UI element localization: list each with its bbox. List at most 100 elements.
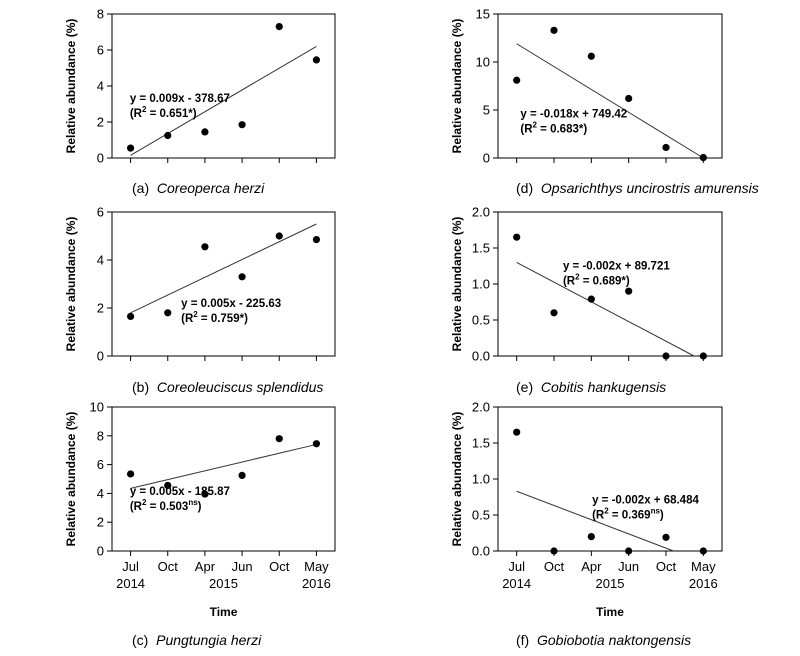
- y-tick-label: 15: [476, 7, 490, 22]
- x-tick-label-month: Oct: [544, 559, 565, 574]
- data-point: [312, 236, 321, 244]
- caption-species: Coreoperca herzi: [157, 180, 265, 196]
- y-tick-label: 0: [483, 151, 490, 166]
- r2-significance: ns: [651, 506, 661, 515]
- r2-end: ): [198, 501, 202, 513]
- data-point: [126, 144, 135, 152]
- y-tick-label: 0.5: [472, 508, 490, 523]
- r2-superscript: 2: [575, 273, 580, 282]
- r-squared: (R2 = 0.759*): [181, 310, 248, 325]
- y-tick-label: 1.0: [472, 277, 490, 292]
- panel-d: 0 5 10 15 Relative abundance (%) y = -0.018x …: [450, 7, 759, 197]
- data-point: [662, 143, 670, 152]
- r2-superscript: 2: [193, 310, 198, 319]
- x-tick-label-month: Oct: [158, 559, 179, 574]
- data-point: [201, 243, 209, 251]
- regression-line: [130, 443, 317, 489]
- y-tick-label: 0.5: [472, 313, 490, 328]
- r-squared: (R2 = 0.689*): [563, 273, 630, 288]
- y-tick-label: 4: [97, 253, 104, 268]
- x-tick-label-month: May: [304, 559, 329, 574]
- y-tick-label: 1.5: [472, 241, 490, 256]
- y-axis-label: Relative abundance (%): [64, 19, 78, 154]
- x-tick-label-month: Oct: [269, 559, 290, 574]
- regression-equation: y = 0.009x - 378.67: [130, 93, 230, 105]
- r-squared: (R2 = 0.369ns): [592, 506, 664, 521]
- regression-equation: y = -0.002x + 89.721: [563, 261, 670, 273]
- y-tick-label: 4: [97, 79, 104, 94]
- regression-line: [516, 490, 674, 552]
- y-tick-label: 10: [90, 400, 104, 415]
- caption-species: Pungtungia herzi: [156, 632, 262, 648]
- y-tick-label: 0.0: [472, 544, 490, 559]
- r-squared: (R2 = 0.651*): [130, 105, 197, 120]
- x-tick-label-month: Oct: [656, 559, 677, 574]
- x-tick-label-month: May: [691, 559, 716, 574]
- r2-value: = 0.503: [146, 501, 188, 513]
- data-point: [201, 490, 209, 498]
- y-tick-label: 2: [97, 301, 104, 316]
- r2-superscript: 2: [142, 498, 147, 507]
- x-tick-label-year: 2015: [596, 576, 625, 591]
- data-point: [625, 94, 633, 103]
- r2-superscript: 2: [533, 121, 538, 130]
- caption-prefix: (e): [516, 379, 541, 395]
- x-tick-label-year: 2016: [689, 576, 718, 591]
- panel-caption: (f) Gobiobotia naktongensis: [516, 632, 691, 648]
- y-tick-label: 2.0: [472, 400, 490, 415]
- regression-equation: y = 0.005x - 225.63: [181, 298, 281, 310]
- plot-frame: [111, 406, 336, 552]
- caption-species: Cobitis hankugensis: [541, 379, 666, 395]
- regression-equation: y = -0.002x + 68.484: [592, 494, 699, 506]
- x-tick-label-month: Jun: [232, 559, 253, 574]
- panel-caption: (c) Pungtungia herzi: [132, 632, 262, 648]
- data-point: [312, 56, 321, 64]
- panel-b: 0 2 4 6 Relative abundance (%) y = 0.005x - 2…: [64, 205, 336, 395]
- regression-line: [130, 45, 317, 156]
- panel-c: 0 2 4 6 8 10 Jul Oct Apr Jun Oct May 2014 2015 2016 Tim…: [64, 400, 336, 648]
- data-point: [513, 76, 521, 84]
- data-point: [275, 232, 283, 240]
- y-tick-label: 2.0: [472, 205, 490, 220]
- plot-frame: [111, 13, 336, 159]
- x-tick-label-year: 2015: [209, 576, 238, 591]
- y-tick-label: 8: [97, 428, 104, 443]
- caption-prefix: (c): [132, 632, 156, 648]
- x-tick-label-year: 2016: [302, 576, 331, 591]
- caption-prefix: (f): [516, 632, 537, 648]
- x-axis-label: Time: [596, 605, 624, 619]
- data-point: [201, 128, 209, 136]
- y-tick-label: 0.0: [472, 349, 490, 364]
- x-axis-label: Time: [210, 605, 238, 619]
- data-point: [587, 533, 595, 541]
- data-point: [550, 26, 558, 34]
- regression-line: [516, 43, 704, 159]
- data-point: [275, 23, 283, 31]
- data-point: [238, 471, 246, 479]
- data-point: [164, 131, 172, 140]
- caption-species: Opsarichthys uncirostris amurensis: [541, 180, 759, 196]
- y-tick-label: 0: [97, 544, 104, 559]
- r2-significance: ns: [188, 498, 198, 507]
- caption-species: Coreoleuciscus splendidus: [157, 379, 324, 395]
- x-tick-label-month: Jun: [618, 559, 639, 574]
- data-point: [164, 309, 172, 317]
- data-point: [625, 547, 633, 555]
- r2-value: = 0.759*): [198, 313, 248, 325]
- x-tick-label-month: Apr: [195, 559, 216, 574]
- panel-caption: (e) Cobitis hankugensis: [516, 379, 666, 395]
- data-point: [587, 295, 595, 303]
- caption-prefix: (b): [132, 379, 157, 395]
- y-tick-label: 0: [97, 151, 104, 166]
- y-tick-label: 10: [476, 55, 490, 70]
- panel-e: 0.0 0.5 1.0 1.5 2.0 Relative abundance (%) y =…: [450, 205, 723, 395]
- regression-line: [516, 261, 695, 357]
- x-tick-label-month: Jul: [122, 559, 139, 574]
- y-tick-label: 2: [97, 115, 104, 130]
- y-axis-label: Relative abundance (%): [64, 217, 78, 352]
- panel-f: 0.0 0.5 1.0 1.5 2.0 Jul Oct Apr Jun Oct May 2014 201…: [450, 400, 723, 648]
- data-point: [587, 52, 595, 60]
- r2-value: = 0.369: [609, 509, 651, 521]
- r2-open: (R: [520, 124, 533, 136]
